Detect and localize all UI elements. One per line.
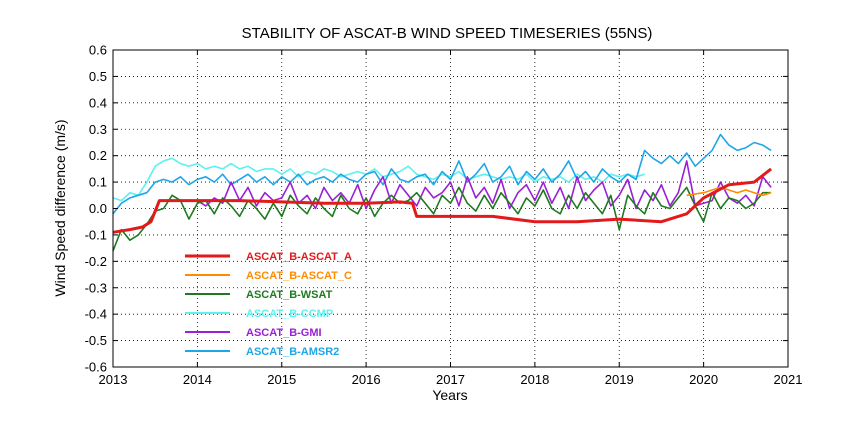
x-tick-label: 2021: [774, 372, 803, 387]
y-tick-label: 0.4: [89, 95, 107, 110]
y-tick-label: -0.2: [85, 254, 107, 269]
y-tick-label: -0.3: [85, 280, 107, 295]
x-tick-label: 2016: [352, 372, 381, 387]
x-tick-label: 2013: [99, 372, 128, 387]
y-tick-label: -0.5: [85, 333, 107, 348]
y-tick-label: 0.3: [89, 122, 107, 137]
y-tick-label: -0.4: [85, 307, 107, 322]
y-tick-label: 0.0: [89, 201, 107, 216]
x-tick-label: 2014: [183, 372, 212, 387]
y-axis-label: Wind Speed difference (m/s): [52, 119, 68, 296]
plot-frame: [112, 49, 789, 368]
series-line-ascat-b-wsat: [112, 186, 772, 252]
y-tick-label: 0.2: [89, 148, 107, 163]
axis-ticks: 2013 2014 2015 2016 2017 2018 2019 2020 2021 -0.6…: [85, 43, 803, 388]
x-axis-label: Years: [432, 387, 467, 403]
x-tick-label: 2017: [436, 372, 465, 387]
series-line-ascat-b-ascat-a: [112, 167, 773, 234]
legend-label-ascat-b-ascat-a: ASCAT_B-ASCAT_A: [246, 251, 352, 263]
y-tick-label: -0.6: [85, 360, 107, 375]
y-tick-label: 0.1: [89, 175, 107, 190]
legend-label-ascat-b-ccmp: ASCAT_B-CCMP: [246, 308, 333, 320]
chart-title: STABILITY OF ASCAT-B WIND SPEED TIMESERI…: [242, 25, 653, 42]
legend-label-ascat-b-gmi: ASCAT_B-GMI: [246, 327, 322, 339]
series-line-ascat-b-amsr2: [112, 133, 772, 215]
y-tick-label: 0.6: [89, 43, 107, 58]
x-tick-label: 2018: [520, 372, 549, 387]
grid: [113, 50, 788, 367]
series-line-ascat-b-gmi: [196, 160, 772, 210]
y-tick-label: 0.5: [89, 69, 107, 84]
legend-label-ascat-b-amsr2: ASCAT_B-AMSR2: [246, 346, 339, 358]
series-lines: [112, 133, 773, 252]
legend-label-ascat-b-wsat: ASCAT_B-WSAT: [246, 289, 333, 301]
y-tick-label: -0.1: [85, 227, 107, 242]
x-tick-label: 2020: [689, 372, 718, 387]
x-tick-label: 2019: [605, 372, 634, 387]
x-tick-label: 2015: [267, 372, 296, 387]
legend: ASCAT_B-ASCAT_A ASCAT_B-ASCAT_C ASCAT_B-WS…: [185, 251, 352, 358]
legend-label-ascat-b-ascat-c: ASCAT_B-ASCAT_C: [246, 270, 352, 282]
series-line-ascat-b-ascat-c: [686, 186, 772, 197]
